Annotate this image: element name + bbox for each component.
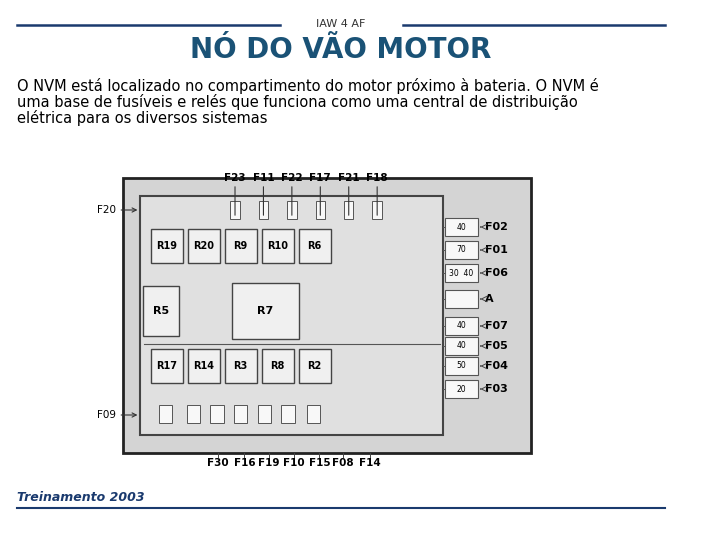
Text: R3: R3 — [233, 361, 248, 371]
Bar — [446, 290, 477, 308]
Text: F05: F05 — [485, 341, 508, 351]
Text: F07: F07 — [485, 321, 508, 331]
Text: R5: R5 — [153, 306, 169, 316]
Text: R19: R19 — [156, 241, 177, 251]
Bar — [188, 229, 220, 263]
Text: F03: F03 — [485, 384, 508, 394]
Bar — [344, 201, 354, 219]
Text: F02: F02 — [485, 222, 508, 232]
Text: F18: F18 — [366, 173, 388, 183]
Bar — [372, 201, 382, 219]
Bar — [287, 201, 297, 219]
Bar — [446, 337, 477, 355]
Text: O NVM está localizado no compartimento do motor próximo à bateria. O NVM é: O NVM está localizado no compartimento d… — [17, 78, 599, 94]
Bar — [159, 405, 173, 423]
Bar — [230, 201, 240, 219]
Text: F30: F30 — [207, 458, 229, 468]
Text: F06: F06 — [485, 268, 508, 278]
Text: F21: F21 — [338, 173, 359, 183]
Text: R14: R14 — [193, 361, 215, 371]
Text: Treinamento 2003: Treinamento 2003 — [17, 491, 145, 504]
Text: 40: 40 — [456, 222, 467, 232]
Bar — [150, 229, 183, 263]
Bar — [282, 405, 294, 423]
Bar — [446, 264, 477, 282]
Text: R9: R9 — [233, 241, 248, 251]
Bar — [446, 218, 477, 236]
Bar — [210, 405, 224, 423]
Bar — [261, 349, 294, 383]
Text: F09: F09 — [96, 410, 136, 420]
Text: uma base de fusíveis e relés que funciona como uma central de distribuição: uma base de fusíveis e relés que funcion… — [17, 94, 578, 110]
Bar — [446, 241, 477, 259]
Bar — [188, 349, 220, 383]
Text: 40: 40 — [456, 321, 467, 330]
Text: 30  40: 30 40 — [449, 268, 474, 278]
Text: F11: F11 — [253, 173, 274, 183]
Bar — [150, 349, 183, 383]
Bar — [446, 357, 477, 375]
Text: R20: R20 — [193, 241, 215, 251]
Text: R8: R8 — [271, 361, 285, 371]
Text: F15: F15 — [309, 458, 330, 468]
Bar — [143, 286, 179, 336]
Text: F01: F01 — [485, 245, 508, 255]
Text: F20: F20 — [96, 205, 136, 215]
Bar — [225, 349, 257, 383]
Bar — [123, 178, 531, 453]
Text: F19: F19 — [258, 458, 280, 468]
Bar — [299, 229, 330, 263]
Bar — [258, 405, 271, 423]
Text: F16: F16 — [234, 458, 256, 468]
Bar — [261, 229, 294, 263]
Text: 70: 70 — [456, 246, 467, 254]
Text: R6: R6 — [307, 241, 322, 251]
Text: IAW 4 AF: IAW 4 AF — [317, 19, 366, 29]
Bar — [315, 201, 325, 219]
Text: R10: R10 — [267, 241, 288, 251]
Text: elétrica para os diversos sistemas: elétrica para os diversos sistemas — [17, 110, 268, 126]
Bar — [186, 405, 200, 423]
Text: F17: F17 — [310, 173, 331, 183]
Bar — [225, 229, 257, 263]
Text: F10: F10 — [283, 458, 305, 468]
Bar — [299, 349, 330, 383]
Text: R7: R7 — [257, 306, 274, 316]
Text: A: A — [485, 294, 494, 304]
Bar — [258, 201, 268, 219]
Text: F22: F22 — [281, 173, 302, 183]
Text: F14: F14 — [359, 458, 380, 468]
Bar — [446, 317, 477, 335]
Text: 50: 50 — [456, 361, 467, 370]
Text: R17: R17 — [156, 361, 177, 371]
Text: 20: 20 — [456, 384, 467, 394]
Text: F08: F08 — [332, 458, 354, 468]
Bar — [232, 283, 299, 339]
Bar — [307, 405, 320, 423]
Text: R2: R2 — [307, 361, 322, 371]
Bar — [234, 405, 248, 423]
Text: NÓ DO VÃO MOTOR: NÓ DO VÃO MOTOR — [191, 36, 492, 64]
Text: F23: F23 — [224, 173, 246, 183]
Text: F04: F04 — [485, 361, 508, 371]
Bar — [446, 380, 477, 398]
Text: 40: 40 — [456, 341, 467, 350]
Bar — [140, 196, 444, 435]
